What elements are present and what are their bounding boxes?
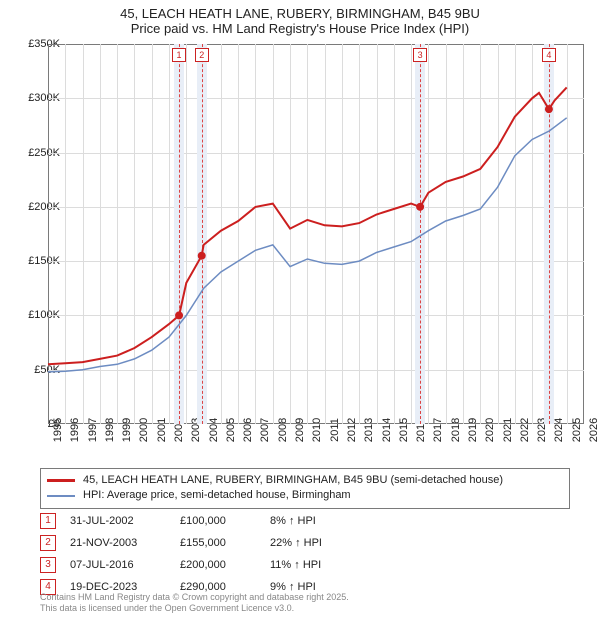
event-marker-cell: 1 bbox=[40, 510, 70, 532]
title-line-1: 45, LEACH HEATH LANE, RUBERY, BIRMINGHAM… bbox=[0, 6, 600, 21]
event-flag: 4 bbox=[542, 48, 556, 62]
event-flag: 2 bbox=[195, 48, 209, 62]
event-date: 21-NOV-2003 bbox=[70, 532, 180, 554]
events-table: 1 31-JUL-2002£100,0008% ↑ HPI 2 21-NOV-2003… bbox=[40, 510, 336, 598]
series-marker bbox=[175, 311, 183, 319]
chart-title-block: 45, LEACH HEATH LANE, RUBERY, BIRMINGHAM… bbox=[0, 0, 600, 36]
legend-swatch-2 bbox=[47, 495, 75, 497]
legend-row-1: 45, LEACH HEATH LANE, RUBERY, BIRMINGHAM… bbox=[47, 473, 563, 488]
title-line-2: Price paid vs. HM Land Registry's House … bbox=[0, 21, 600, 36]
attribution: Contains HM Land Registry data © Crown c… bbox=[40, 592, 349, 614]
event-marker-cell: 2 bbox=[40, 532, 70, 554]
arrow-up-icon: ↑ bbox=[289, 515, 295, 527]
chart-plot-area: 12 3 4 bbox=[48, 44, 584, 424]
legend-label-1: 45, LEACH HEATH LANE, RUBERY, BIRMINGHAM… bbox=[83, 473, 503, 488]
event-date: 31-JUL-2002 bbox=[70, 510, 180, 532]
event-row: 2 21-NOV-2003£155,00022% ↑ HPI bbox=[40, 532, 336, 554]
attribution-line-2: This data is licensed under the Open Gov… bbox=[40, 603, 349, 614]
attribution-line-1: Contains HM Land Registry data © Crown c… bbox=[40, 592, 349, 603]
series-marker bbox=[198, 252, 206, 260]
event-price: £200,000 bbox=[180, 554, 270, 576]
legend-swatch-1 bbox=[47, 479, 75, 482]
event-marker-cell: 3 bbox=[40, 554, 70, 576]
event-marker-icon: 2 bbox=[40, 535, 56, 551]
event-row: 3 07-JUL-2016£200,00011% ↑ HPI bbox=[40, 554, 336, 576]
series-marker bbox=[545, 105, 553, 113]
chart-svg bbox=[48, 44, 584, 424]
legend: 45, LEACH HEATH LANE, RUBERY, BIRMINGHAM… bbox=[40, 468, 570, 509]
event-flag: 1 bbox=[172, 48, 186, 62]
event-price: £100,000 bbox=[180, 510, 270, 532]
arrow-up-icon: ↑ bbox=[294, 559, 300, 571]
legend-label-2: HPI: Average price, semi-detached house,… bbox=[83, 488, 351, 503]
event-pct: 22% ↑ HPI bbox=[270, 532, 336, 554]
event-marker-icon: 3 bbox=[40, 557, 56, 573]
x-tick-label: 2026 bbox=[588, 418, 600, 442]
event-pct: 8% ↑ HPI bbox=[270, 510, 336, 532]
event-price: £155,000 bbox=[180, 532, 270, 554]
legend-row-2: HPI: Average price, semi-detached house,… bbox=[47, 488, 563, 503]
series-marker bbox=[416, 203, 424, 211]
event-flag: 3 bbox=[413, 48, 427, 62]
event-row: 1 31-JUL-2002£100,0008% ↑ HPI bbox=[40, 510, 336, 532]
series-line bbox=[48, 118, 567, 372]
series-line bbox=[48, 87, 567, 364]
event-marker-icon: 1 bbox=[40, 513, 56, 529]
event-pct: 11% ↑ HPI bbox=[270, 554, 336, 576]
arrow-up-icon: ↑ bbox=[295, 537, 301, 549]
event-date: 07-JUL-2016 bbox=[70, 554, 180, 576]
